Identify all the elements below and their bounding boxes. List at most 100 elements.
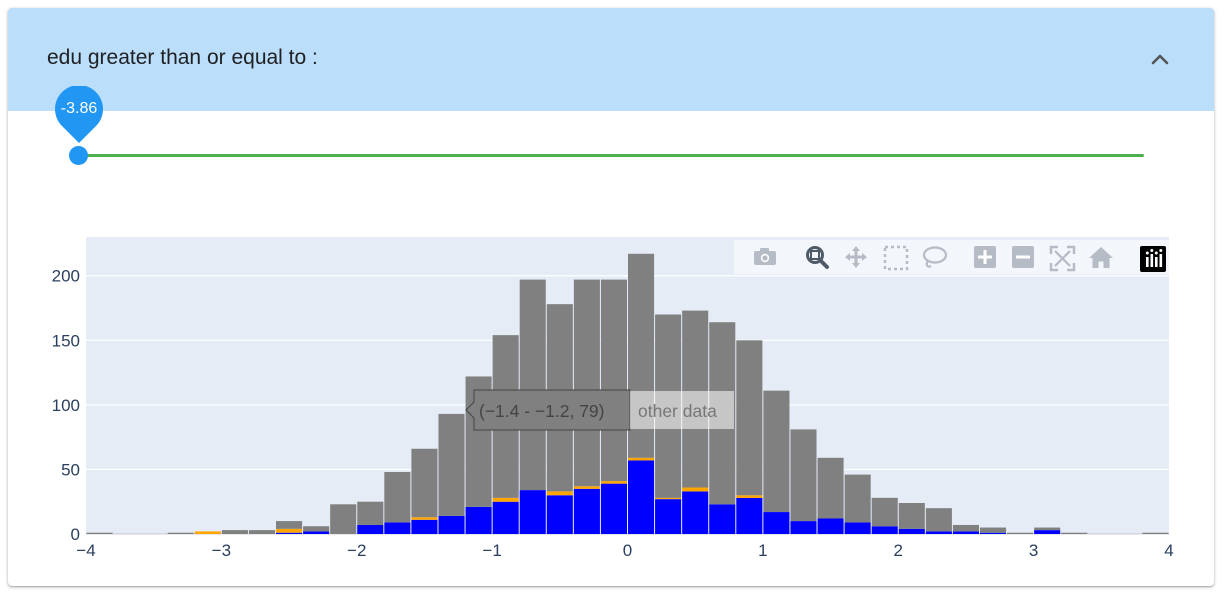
slider-track[interactable] <box>78 154 1144 157</box>
bar-segment[interactable] <box>1142 532 1169 534</box>
slider-value-text: -3.86 <box>60 100 98 117</box>
bar-segment[interactable] <box>411 517 438 520</box>
zoom-out-icon[interactable] <box>1012 246 1034 268</box>
bar-segment[interactable] <box>492 501 519 534</box>
bar-segment[interactable] <box>573 488 600 534</box>
bar-segment[interactable] <box>573 486 600 489</box>
bar-segment[interactable] <box>790 429 817 522</box>
bar-segment[interactable] <box>817 457 844 519</box>
slider-value-label: -3.86 <box>55 86 103 143</box>
bar-segment[interactable] <box>925 531 952 534</box>
zoom-in-icon[interactable] <box>974 246 996 268</box>
bar-segment[interactable] <box>628 457 655 461</box>
bar-segment[interactable] <box>411 519 438 534</box>
bar-segment[interactable] <box>952 531 979 534</box>
bar-segment[interactable] <box>952 524 979 532</box>
bar-segment[interactable] <box>790 521 817 534</box>
bar-segment[interactable] <box>546 491 573 496</box>
x-tick-label: −2 <box>347 541 366 560</box>
bar-segment[interactable] <box>357 524 384 534</box>
bar-segment[interactable] <box>1007 532 1034 534</box>
bar-segment[interactable] <box>871 497 898 527</box>
bar-segment[interactable] <box>763 390 790 513</box>
bar-segment[interactable] <box>276 528 303 533</box>
x-tick-label: 0 <box>623 541 632 560</box>
bar-segment[interactable] <box>736 495 763 498</box>
bar-segment[interactable] <box>519 490 546 534</box>
box-select-icon[interactable] <box>883 245 909 271</box>
bar-segment[interactable] <box>194 531 221 534</box>
chevron-up-icon[interactable] <box>1148 48 1172 72</box>
bar-segment[interactable] <box>655 497 682 500</box>
bar-segment[interactable] <box>736 497 763 534</box>
plotly-logo-icon[interactable] <box>1140 246 1166 272</box>
bar-segment[interactable] <box>276 532 303 534</box>
bar-segment[interactable] <box>411 448 438 518</box>
bar-segment[interactable] <box>303 531 330 534</box>
tooltip-series-label: other data <box>638 401 717 421</box>
x-tick-label: −4 <box>76 541 95 560</box>
plot-background <box>86 237 1169 534</box>
slider-thumb[interactable] <box>69 146 88 165</box>
bar-segment[interactable] <box>763 512 790 534</box>
x-tick-label: 1 <box>758 541 767 560</box>
filter-header[interactable]: edu greater than or equal to : <box>8 8 1214 111</box>
y-tick-label: 0 <box>71 525 80 544</box>
bar-segment[interactable] <box>600 279 627 482</box>
bar-segment[interactable] <box>709 504 736 534</box>
bar-segment[interactable] <box>465 506 492 534</box>
bar-segment[interactable] <box>573 279 600 487</box>
bar-segment[interactable] <box>844 474 871 523</box>
bar-segment[interactable] <box>682 491 709 534</box>
x-tick-label: 3 <box>1029 541 1038 560</box>
edu-slider[interactable]: -3.86 <box>8 78 1214 198</box>
y-tick-labels: 0 50 100 150 200 <box>52 267 80 544</box>
bar-segment[interactable] <box>438 413 465 516</box>
bar-segment[interactable] <box>600 481 627 484</box>
x-tick-label: 2 <box>894 541 903 560</box>
bar-segment[interactable] <box>655 499 682 534</box>
y-tick-label: 150 <box>52 331 80 350</box>
camera-icon[interactable] <box>754 248 776 265</box>
bar-segment[interactable] <box>979 532 1007 534</box>
bar-segment[interactable] <box>628 460 655 534</box>
bar-segment[interactable] <box>979 527 1007 533</box>
bar-segment[interactable] <box>682 487 709 492</box>
chart-svg[interactable]: 0 50 100 150 200 −4 −3 −2 −1 0 1 2 3 4 <box>8 226 1214 581</box>
bar-segment[interactable] <box>492 497 519 502</box>
bar-segment[interactable] <box>438 515 465 534</box>
bar-segment[interactable] <box>384 522 411 534</box>
bar-segment[interactable] <box>303 526 330 532</box>
bar-segment[interactable] <box>1034 527 1061 531</box>
bar-segment[interactable] <box>330 504 357 534</box>
bar-segment[interactable] <box>167 532 194 534</box>
hover-tooltip: (−1.4 - −1.2, 79) other data <box>465 389 734 431</box>
bar-segment[interactable] <box>898 503 925 529</box>
autoscale-icon[interactable] <box>1049 245 1076 272</box>
bar-segment[interactable] <box>1061 532 1088 534</box>
histogram-chart[interactable]: 0 50 100 150 200 −4 −3 −2 −1 0 1 2 3 4 <box>8 226 1214 581</box>
bar-segment[interactable] <box>844 522 871 534</box>
bar-segment[interactable] <box>817 518 844 534</box>
bar-segment[interactable] <box>221 530 248 534</box>
pan-icon[interactable] <box>845 246 867 268</box>
x-tick-label: −3 <box>212 541 231 560</box>
bar-segment[interactable] <box>276 521 303 529</box>
reset-axes-icon[interactable] <box>1089 247 1113 268</box>
bar-segment[interactable] <box>898 528 925 534</box>
bar-segment[interactable] <box>519 279 546 491</box>
bar-segment[interactable] <box>1034 530 1061 534</box>
bar-segment[interactable] <box>384 472 411 523</box>
bar-segment[interactable] <box>736 340 763 496</box>
x-tick-label: 4 <box>1164 541 1173 560</box>
bar-segment[interactable] <box>925 508 952 532</box>
zoom-icon[interactable] <box>806 246 829 269</box>
bar-segment[interactable] <box>86 532 113 534</box>
lasso-icon[interactable] <box>922 246 948 268</box>
bar-segment[interactable] <box>248 530 276 534</box>
x-tick-label: −1 <box>482 541 501 560</box>
bar-segment[interactable] <box>357 501 384 525</box>
bar-segment[interactable] <box>871 526 898 534</box>
bar-segment[interactable] <box>546 495 573 534</box>
bar-segment[interactable] <box>600 483 627 534</box>
